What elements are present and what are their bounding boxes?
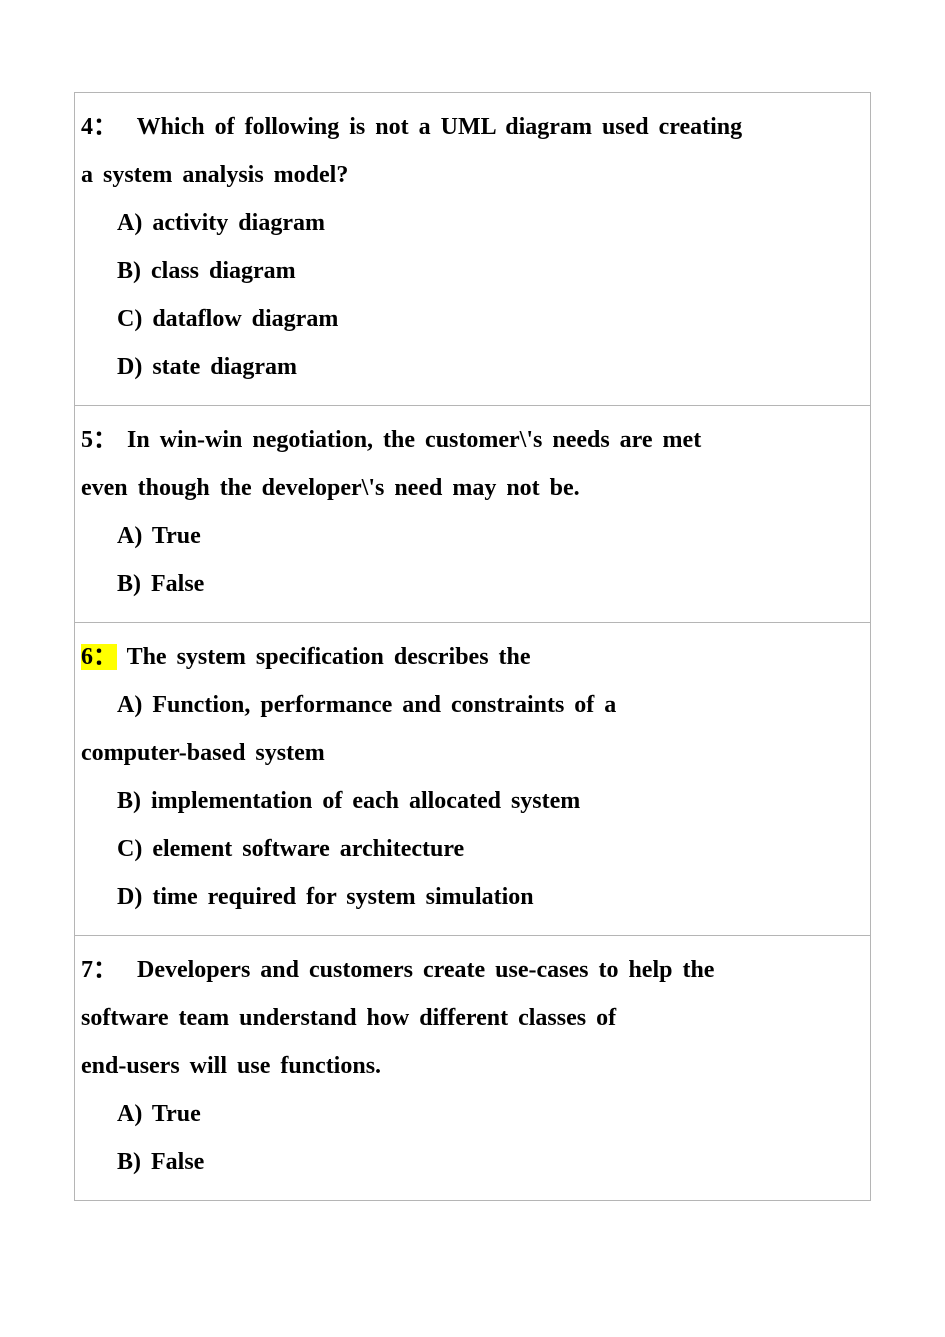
option-a: A) True [81,512,864,560]
option-d: D) time required for system simulation [81,873,864,921]
question-7-stem-cont1: software team understand how different c… [81,994,864,1042]
question-6-stem: 6： The system specification describes th… [81,633,864,681]
option-c: C) dataflow diagram [81,295,864,343]
option-d: D) state diagram [81,343,864,391]
question-number: 5： [81,427,117,453]
question-4: 4： Which of following is not a UML diagr… [75,93,870,406]
question-5-stem: 5： In win-win negotiation, the customer\… [81,416,864,464]
option-a-cont: computer-based system [81,729,864,777]
question-text: In win-win negotiation, the customer\'s … [127,427,701,453]
option-a: A) activity diagram [81,199,864,247]
option-a: A) Function, performance and constraints… [81,681,864,729]
question-6: 6： The system specification describes th… [75,623,870,936]
question-4-stem: 4： Which of following is not a UML diagr… [81,103,864,151]
option-b: B) False [81,1138,864,1186]
question-text: Developers and customers create use-case… [137,957,714,983]
question-number: 7： [81,957,117,983]
option-b: B) False [81,560,864,608]
option-b: B) class diagram [81,247,864,295]
option-b: B) implementation of each allocated syst… [81,777,864,825]
question-7-stem: 7： Developers and customers create use-c… [81,946,864,994]
quiz-container: 4： Which of following is not a UML diagr… [74,92,871,1201]
question-text: The system specification describes the [127,644,531,670]
question-text: Which of following is not a UML diagram … [137,114,743,140]
option-a: A) True [81,1090,864,1138]
question-5: 5： In win-win negotiation, the customer\… [75,406,870,623]
option-c: C) element software architecture [81,825,864,873]
question-7: 7： Developers and customers create use-c… [75,936,870,1200]
question-number-highlight: 6： [81,644,117,670]
question-4-stem-cont: a system analysis model? [81,151,864,199]
question-5-stem-cont: even though the developer\'s need may no… [81,464,864,512]
question-7-stem-cont2: end-users will use functions. [81,1042,864,1090]
question-number: 4： [81,114,117,140]
